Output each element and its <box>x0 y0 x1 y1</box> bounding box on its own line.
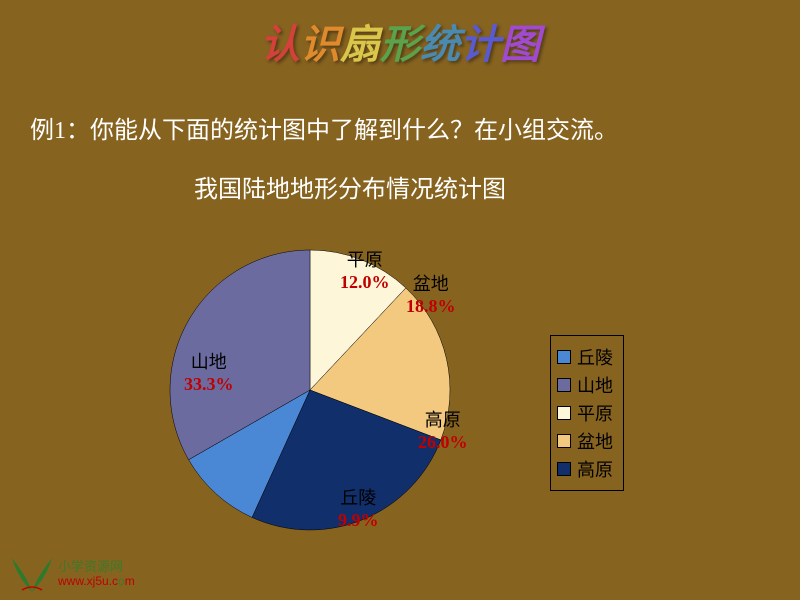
legend-swatch <box>557 378 571 392</box>
page-title: 认识扇形统计图 <box>0 0 800 70</box>
legend-label: 高原 <box>577 456 613 482</box>
title-char: 扇 <box>340 12 380 70</box>
title-char: 图 <box>500 12 540 70</box>
legend-label: 盆地 <box>577 428 613 454</box>
site-logo: 小学资源网 www.xj5u.com <box>10 554 135 594</box>
legend-label: 平原 <box>577 400 613 426</box>
pie-svg <box>160 240 460 540</box>
logo-icon <box>10 554 54 594</box>
legend: 丘陵山地平原盆地高原 <box>550 335 624 491</box>
legend-label: 山地 <box>577 372 613 398</box>
legend-swatch <box>557 406 571 420</box>
legend-label: 丘陵 <box>577 344 613 370</box>
title-char: 统 <box>420 12 460 70</box>
example-prompt: 例1：你能从下面的统计图中了解到什么？在小组交流。 <box>30 110 800 145</box>
legend-item: 山地 <box>557 372 613 398</box>
legend-swatch <box>557 434 571 448</box>
logo-url: www.xj5u.com <box>58 575 135 588</box>
title-char: 计 <box>460 12 500 70</box>
chart-title: 我国陆地地形分布情况统计图 <box>0 169 800 204</box>
title-char: 认 <box>260 12 300 70</box>
legend-swatch <box>557 350 571 364</box>
legend-item: 平原 <box>557 400 613 426</box>
legend-swatch <box>557 462 571 476</box>
title-char: 形 <box>380 12 420 70</box>
legend-item: 盆地 <box>557 428 613 454</box>
legend-item: 丘陵 <box>557 344 613 370</box>
title-char: 识 <box>300 12 340 70</box>
logo-cn: 小学资源网 <box>58 560 135 574</box>
logo-text: 小学资源网 www.xj5u.com <box>58 560 135 587</box>
legend-item: 高原 <box>557 456 613 482</box>
pie-chart: 平原12.0%盆地18.8%高原26.0%丘陵9.9%山地33.3% <box>160 240 460 540</box>
